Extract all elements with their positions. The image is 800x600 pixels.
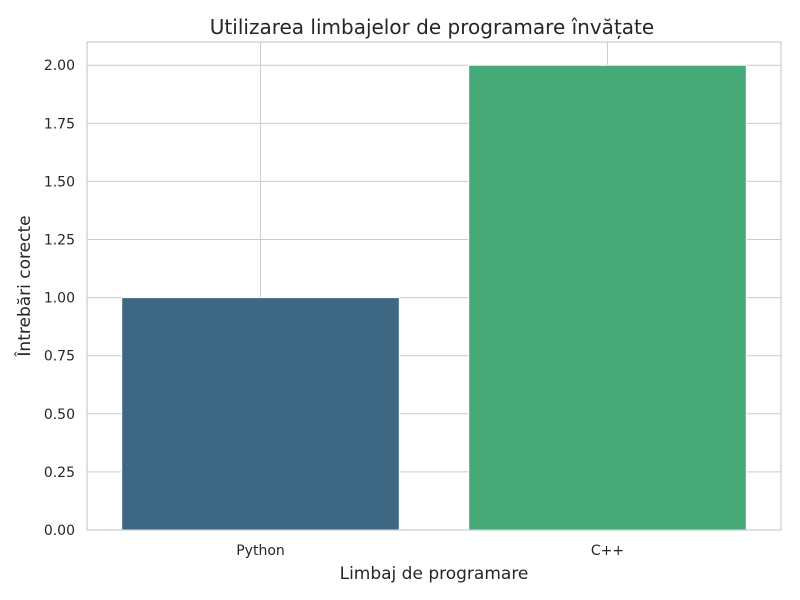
y-tick-labels: 0.00 0.25 0.50 0.75 1.00 1.25 1.50 1.75 2.00 [44,58,75,539]
bars [121,64,747,531]
y-tick-label: 0.75 [44,349,75,365]
y-tick-label: 1.00 [44,291,75,307]
chart-title: Utilizarea limbajelor de programare învă… [210,15,654,39]
y-tick-label: 1.75 [44,116,75,132]
x-tick-label: Python [236,543,285,559]
y-tick-label: 0.25 [44,465,75,481]
bar-cp [468,64,747,531]
plot-frame [86,41,782,531]
y-tick-label: 2.00 [44,58,75,74]
y-tick-label: 1.50 [44,174,75,190]
bar-python [121,297,400,531]
y-tick-label: 1.25 [44,233,75,249]
y-tick-label: 0.00 [44,523,75,539]
y-axis-label: Întrebări corecte [13,215,35,357]
x-tick-label: C++ [591,543,624,559]
y-tick-label: 0.50 [44,407,75,423]
x-tick-labels: Python C++ [236,543,624,559]
x-axis-label: Limbaj de programare [340,564,529,584]
